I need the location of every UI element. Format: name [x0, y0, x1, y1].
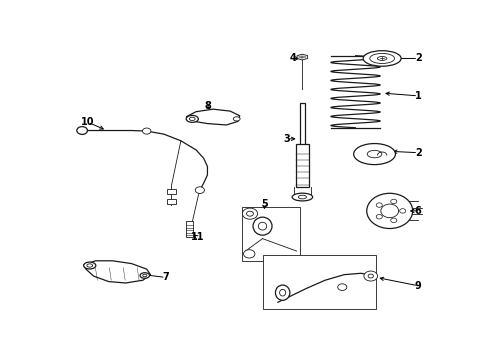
Ellipse shape	[377, 57, 387, 60]
Circle shape	[400, 209, 406, 213]
Ellipse shape	[186, 116, 198, 122]
Circle shape	[391, 218, 397, 222]
Ellipse shape	[233, 117, 240, 121]
Text: 5: 5	[261, 199, 268, 209]
Ellipse shape	[363, 51, 401, 66]
Circle shape	[338, 284, 347, 291]
Ellipse shape	[84, 262, 96, 269]
Ellipse shape	[87, 264, 93, 267]
Text: 2: 2	[415, 53, 421, 63]
Ellipse shape	[381, 204, 398, 218]
Ellipse shape	[190, 117, 195, 121]
Text: 2: 2	[415, 148, 421, 158]
Ellipse shape	[280, 289, 286, 296]
Ellipse shape	[253, 217, 272, 235]
Ellipse shape	[370, 53, 394, 63]
Circle shape	[143, 128, 151, 134]
Bar	[186, 221, 193, 237]
Bar	[167, 189, 176, 194]
Ellipse shape	[140, 273, 149, 278]
Circle shape	[376, 203, 382, 207]
Circle shape	[376, 215, 382, 219]
Circle shape	[364, 271, 378, 281]
Text: 4: 4	[290, 53, 296, 63]
Text: 1: 1	[415, 91, 421, 101]
Circle shape	[243, 208, 258, 219]
Circle shape	[246, 211, 253, 216]
Ellipse shape	[275, 285, 290, 300]
Ellipse shape	[354, 144, 395, 165]
Ellipse shape	[143, 274, 147, 277]
Text: 9: 9	[415, 281, 421, 291]
Bar	[167, 199, 176, 204]
Circle shape	[368, 274, 373, 278]
Circle shape	[77, 127, 87, 134]
Bar	[263, 255, 376, 309]
Polygon shape	[297, 54, 308, 60]
Text: 7: 7	[162, 273, 169, 283]
Ellipse shape	[367, 193, 413, 229]
Text: 3: 3	[284, 134, 291, 144]
Text: 6: 6	[415, 206, 421, 216]
Text: 8: 8	[204, 100, 211, 111]
Text: 11: 11	[191, 232, 204, 242]
Ellipse shape	[367, 150, 382, 158]
Ellipse shape	[258, 222, 267, 230]
Ellipse shape	[292, 193, 313, 201]
Ellipse shape	[298, 195, 306, 199]
Circle shape	[391, 199, 397, 204]
Bar	[242, 207, 300, 261]
Bar	[295, 144, 309, 187]
Circle shape	[196, 187, 204, 193]
Text: 10: 10	[81, 117, 95, 127]
Circle shape	[244, 250, 255, 258]
Bar	[300, 103, 305, 149]
